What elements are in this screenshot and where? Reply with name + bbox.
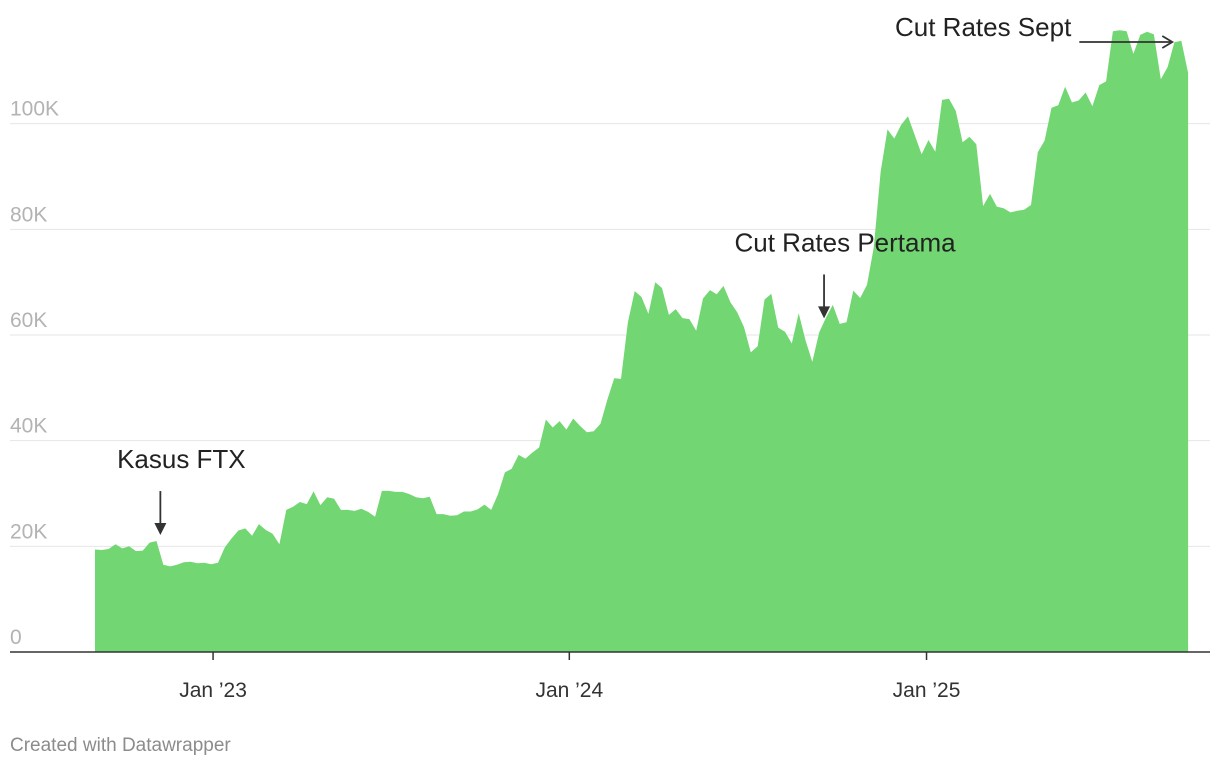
area-series xyxy=(95,30,1189,652)
annotation-arrow xyxy=(1079,35,1175,49)
y-axis-labels: 0 20K 40K 60K 80K 100K xyxy=(10,98,59,649)
y-tick-label: 20K xyxy=(10,520,47,543)
x-tick-label: Jan ’24 xyxy=(535,679,603,702)
footer-credit: Created with Datawrapper xyxy=(10,735,231,756)
annotation-arrow xyxy=(818,274,831,319)
area-fill xyxy=(95,30,1189,652)
y-tick-label: 40K xyxy=(10,415,47,438)
annotation-label: Cut Rates Pertama xyxy=(735,227,957,257)
y-tick-label: 80K xyxy=(10,203,47,226)
y-tick-label: 0 xyxy=(10,626,22,649)
x-tick-label: Jan ’23 xyxy=(179,679,247,702)
x-axis: Jan ’23 Jan ’24 Jan ’25 xyxy=(10,651,1210,702)
y-tick-label: 60K xyxy=(10,309,47,332)
annotations: Kasus FTX Cut Rates Pertama Cut Rates Sept xyxy=(117,12,1175,536)
y-tick-label: 100K xyxy=(10,98,59,121)
annotation-label: Kasus FTX xyxy=(117,444,246,474)
annotation-label: Cut Rates Sept xyxy=(895,12,1072,42)
x-tick-label: Jan ’25 xyxy=(893,679,961,702)
annotation-arrow xyxy=(154,491,167,536)
